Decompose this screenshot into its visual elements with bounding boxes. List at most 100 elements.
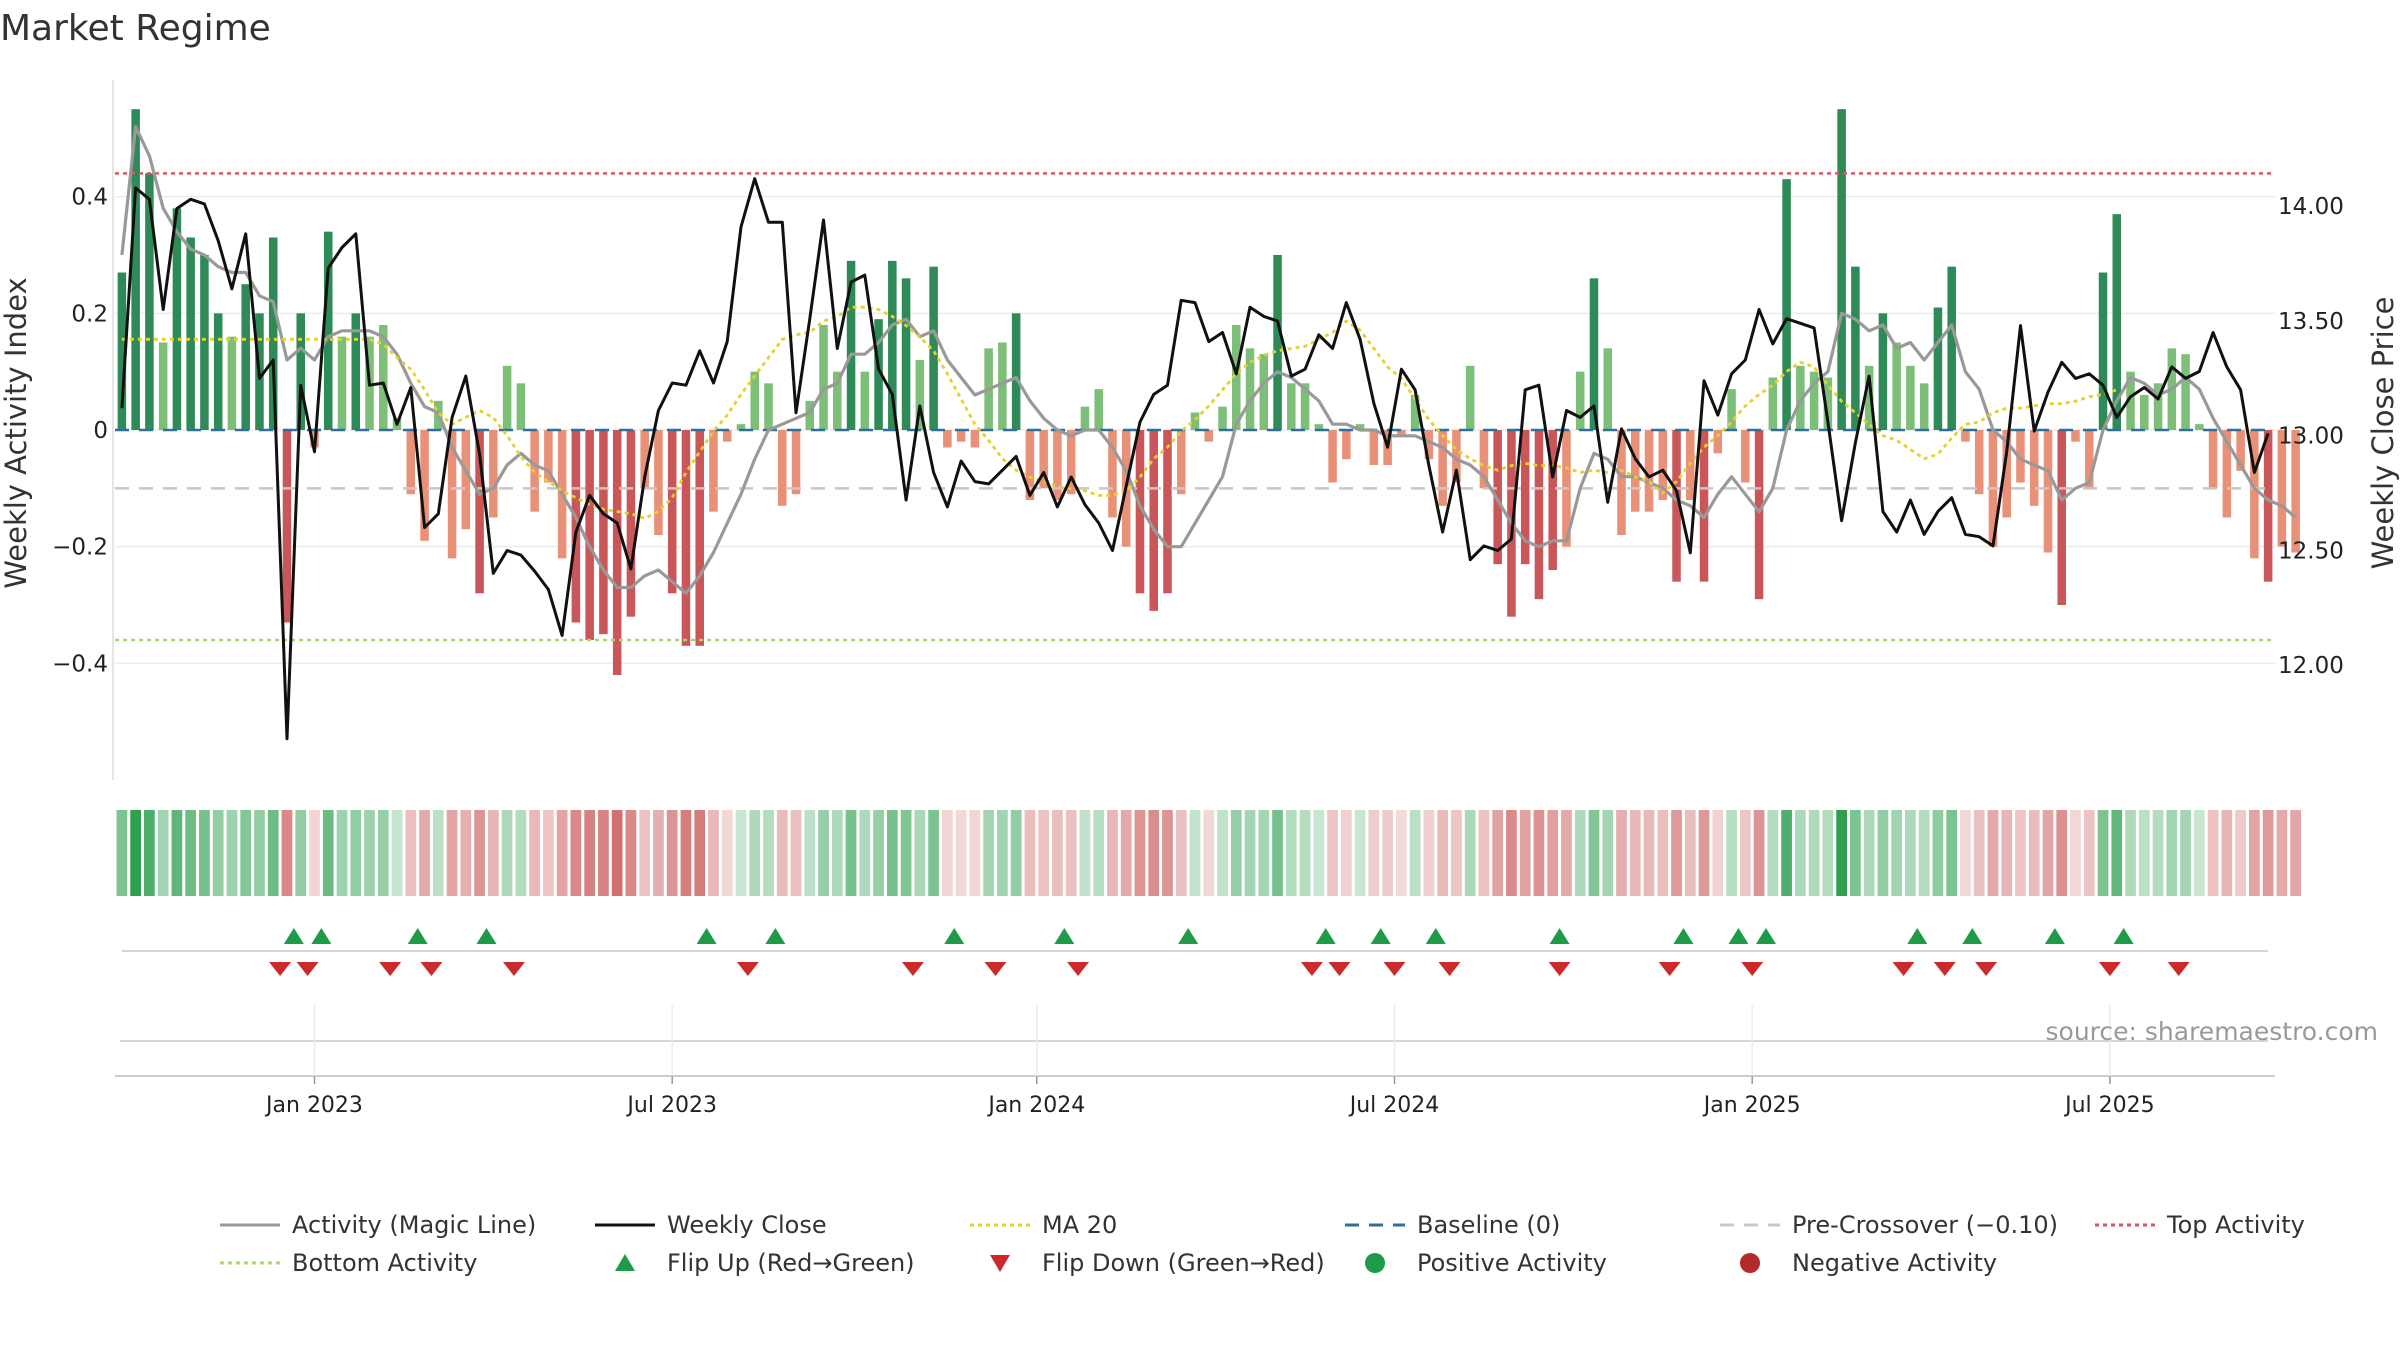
activity-bar bbox=[915, 360, 925, 430]
activity-bar bbox=[544, 430, 553, 483]
activity-bar bbox=[1039, 430, 1048, 489]
activity-bar bbox=[1245, 348, 1255, 430]
heat-cell bbox=[1272, 810, 1283, 896]
heat-cell bbox=[1162, 810, 1173, 896]
activity-bar bbox=[654, 430, 663, 535]
activity-bar bbox=[2016, 430, 2025, 483]
heat-cell bbox=[2015, 810, 2026, 896]
heat-cell bbox=[1052, 810, 1063, 896]
activity-bar bbox=[791, 430, 801, 495]
activity-bar bbox=[1961, 430, 1970, 442]
legend-swatch bbox=[1365, 1253, 1385, 1273]
activity-bar bbox=[1080, 406, 1090, 430]
heat-cell bbox=[1451, 810, 1462, 896]
activity-bar bbox=[282, 430, 292, 623]
heat-cell bbox=[2125, 810, 2136, 896]
activity-bar bbox=[1342, 430, 1351, 460]
heat-cell bbox=[2111, 810, 2123, 896]
heat-cell bbox=[639, 810, 651, 896]
activity-bar bbox=[1066, 430, 1076, 495]
flip-up-marker bbox=[1907, 928, 1928, 944]
heat-cell bbox=[350, 810, 362, 896]
heat-cell bbox=[1629, 810, 1641, 896]
heat-cell bbox=[914, 810, 926, 896]
heat-cell bbox=[2276, 810, 2288, 896]
heat-cell bbox=[1437, 810, 1449, 896]
flip-down-marker bbox=[1067, 962, 1090, 976]
heat-cell bbox=[1905, 810, 1916, 896]
heat-cell bbox=[460, 810, 472, 896]
flip-up-marker bbox=[696, 928, 717, 944]
heat-cell bbox=[487, 810, 499, 896]
activity-bar bbox=[447, 430, 457, 559]
heat-cell bbox=[1836, 810, 1847, 896]
activity-bar bbox=[874, 319, 883, 430]
legend-label: Bottom Activity bbox=[292, 1249, 477, 1277]
heat-cell bbox=[2042, 810, 2054, 896]
heat-cell bbox=[790, 810, 802, 896]
regime-heat-strip bbox=[116, 810, 2302, 896]
heat-cell bbox=[1698, 810, 1710, 896]
chart-title: Market Regime bbox=[0, 8, 271, 49]
activity-bar bbox=[667, 430, 677, 594]
legend-swatch bbox=[1740, 1253, 1760, 1273]
right-tick-label: 14.00 bbox=[2278, 194, 2344, 220]
heat-cell bbox=[969, 810, 981, 896]
activity-bar bbox=[1823, 377, 1833, 430]
activity-bar bbox=[1754, 430, 1764, 600]
heat-cell bbox=[1726, 810, 1737, 896]
activity-bar bbox=[1438, 430, 1447, 506]
heat-cell bbox=[1492, 810, 1504, 896]
flip-down-marker bbox=[1300, 962, 1323, 976]
flip-up-marker bbox=[2044, 928, 2065, 944]
heat-cell bbox=[364, 810, 375, 896]
heat-cell bbox=[1877, 810, 1889, 896]
flip-down-marker bbox=[1438, 962, 1461, 976]
heat-cell bbox=[1065, 810, 1077, 896]
flip-down-marker bbox=[901, 962, 924, 976]
activity-bar bbox=[213, 313, 223, 430]
activity-bar bbox=[296, 313, 305, 430]
heat-cell bbox=[281, 810, 293, 896]
heat-cell bbox=[226, 810, 238, 896]
activity-bar bbox=[2291, 430, 2300, 553]
heat-cell bbox=[1739, 810, 1751, 896]
activity-bar bbox=[1369, 430, 1379, 465]
heat-cell bbox=[199, 810, 210, 896]
heat-cell bbox=[886, 810, 898, 896]
heat-cell bbox=[1285, 810, 1297, 896]
heat-cell bbox=[2235, 810, 2246, 896]
heat-cell bbox=[1753, 810, 1765, 896]
activity-bar bbox=[1520, 430, 1530, 565]
right-axis: 14.00 13.50 13.00 12.50 12.00 bbox=[2278, 194, 2344, 679]
heat-cell bbox=[1313, 810, 1325, 896]
left-tick-label: −0.4 bbox=[52, 651, 108, 677]
flip-up-marker bbox=[2113, 928, 2134, 944]
legend-label: Baseline (0) bbox=[1417, 1211, 1560, 1239]
flip-markers bbox=[122, 928, 2268, 976]
left-tick-label: −0.2 bbox=[52, 535, 108, 561]
heat-cell bbox=[2166, 810, 2178, 896]
activity-bar bbox=[998, 342, 1007, 430]
heat-cell bbox=[1299, 810, 1311, 896]
activity-bar bbox=[351, 313, 361, 430]
legend-label: Negative Activity bbox=[1792, 1249, 1997, 1277]
heat-cell bbox=[1850, 810, 1861, 896]
heat-cell bbox=[653, 810, 664, 896]
flip-up-marker bbox=[476, 928, 497, 944]
heat-cell bbox=[2248, 810, 2260, 896]
heat-cell bbox=[529, 810, 540, 896]
activity-bar bbox=[2195, 424, 2204, 430]
heat-cell bbox=[1382, 810, 1393, 896]
heat-cell bbox=[941, 810, 953, 896]
flip-up-marker bbox=[1370, 928, 1391, 944]
activity-bar bbox=[626, 430, 636, 617]
heat-cell bbox=[1340, 810, 1352, 896]
heat-cell bbox=[1918, 810, 1930, 896]
heat-cell bbox=[377, 810, 389, 896]
heat-cell bbox=[419, 810, 430, 896]
activity-bar bbox=[1906, 365, 1915, 430]
activity-bar bbox=[1314, 424, 1324, 430]
activity-bar bbox=[599, 430, 608, 635]
activity-bar bbox=[1176, 430, 1186, 495]
